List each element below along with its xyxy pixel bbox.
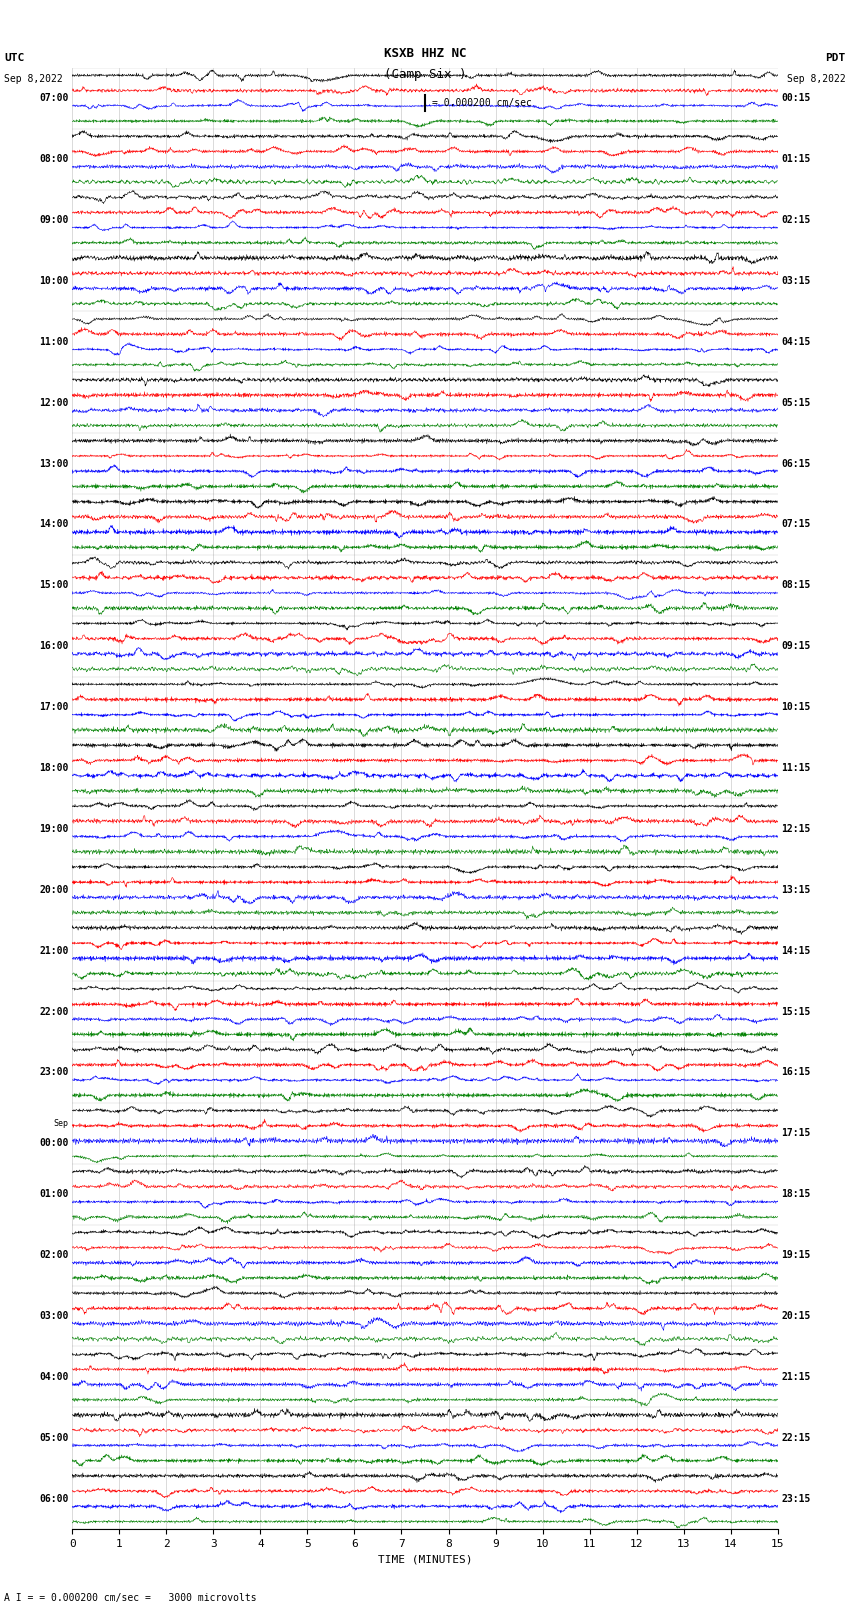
Text: 04:15: 04:15 [781,337,811,347]
Text: 08:00: 08:00 [39,155,69,165]
Text: 03:00: 03:00 [39,1311,69,1321]
Text: 22:15: 22:15 [781,1432,811,1442]
Text: 19:15: 19:15 [781,1250,811,1260]
Text: 21:00: 21:00 [39,945,69,955]
Text: 07:00: 07:00 [39,94,69,103]
Text: KSXB HHZ NC: KSXB HHZ NC [383,47,467,60]
Text: 23:00: 23:00 [39,1068,69,1077]
X-axis label: TIME (MINUTES): TIME (MINUTES) [377,1555,473,1565]
Text: 05:00: 05:00 [39,1432,69,1442]
Text: 01:00: 01:00 [39,1189,69,1198]
Text: 20:15: 20:15 [781,1311,811,1321]
Text: Sep 8,2022: Sep 8,2022 [4,74,63,84]
Text: 16:00: 16:00 [39,642,69,652]
Text: 12:15: 12:15 [781,824,811,834]
Text: 13:15: 13:15 [781,886,811,895]
Text: = 0.000200 cm/sec: = 0.000200 cm/sec [432,98,532,108]
Text: 10:00: 10:00 [39,276,69,286]
Text: 19:00: 19:00 [39,824,69,834]
Text: 23:15: 23:15 [781,1494,811,1503]
Text: (Camp Six ): (Camp Six ) [383,68,467,81]
Text: 16:15: 16:15 [781,1068,811,1077]
Text: UTC: UTC [4,53,25,63]
Text: 20:00: 20:00 [39,886,69,895]
Text: 00:15: 00:15 [781,94,811,103]
Text: 18:15: 18:15 [781,1189,811,1198]
Text: 04:00: 04:00 [39,1373,69,1382]
Text: 07:15: 07:15 [781,519,811,529]
Text: PDT: PDT [825,53,846,63]
Text: 03:15: 03:15 [781,276,811,286]
Text: 15:15: 15:15 [781,1007,811,1016]
Text: 21:15: 21:15 [781,1373,811,1382]
Text: 22:00: 22:00 [39,1007,69,1016]
Text: 09:00: 09:00 [39,215,69,224]
Text: 02:15: 02:15 [781,215,811,224]
Text: Sep: Sep [54,1119,69,1127]
Text: 14:15: 14:15 [781,945,811,955]
Text: 13:00: 13:00 [39,458,69,468]
Text: 18:00: 18:00 [39,763,69,773]
Text: 02:00: 02:00 [39,1250,69,1260]
Text: A I = = 0.000200 cm/sec =   3000 microvolts: A I = = 0.000200 cm/sec = 3000 microvolt… [4,1594,257,1603]
Text: 06:00: 06:00 [39,1494,69,1503]
Text: 11:00: 11:00 [39,337,69,347]
Text: 11:15: 11:15 [781,763,811,773]
Text: 14:00: 14:00 [39,519,69,529]
Text: 12:00: 12:00 [39,398,69,408]
Text: 17:15: 17:15 [781,1129,811,1139]
Text: 05:15: 05:15 [781,398,811,408]
Text: 10:15: 10:15 [781,702,811,711]
Text: 15:00: 15:00 [39,581,69,590]
Text: 06:15: 06:15 [781,458,811,468]
Text: Sep 8,2022: Sep 8,2022 [787,74,846,84]
Text: 01:15: 01:15 [781,155,811,165]
Text: 17:00: 17:00 [39,702,69,711]
Text: 00:00: 00:00 [39,1139,69,1148]
Text: 08:15: 08:15 [781,581,811,590]
Text: 09:15: 09:15 [781,642,811,652]
